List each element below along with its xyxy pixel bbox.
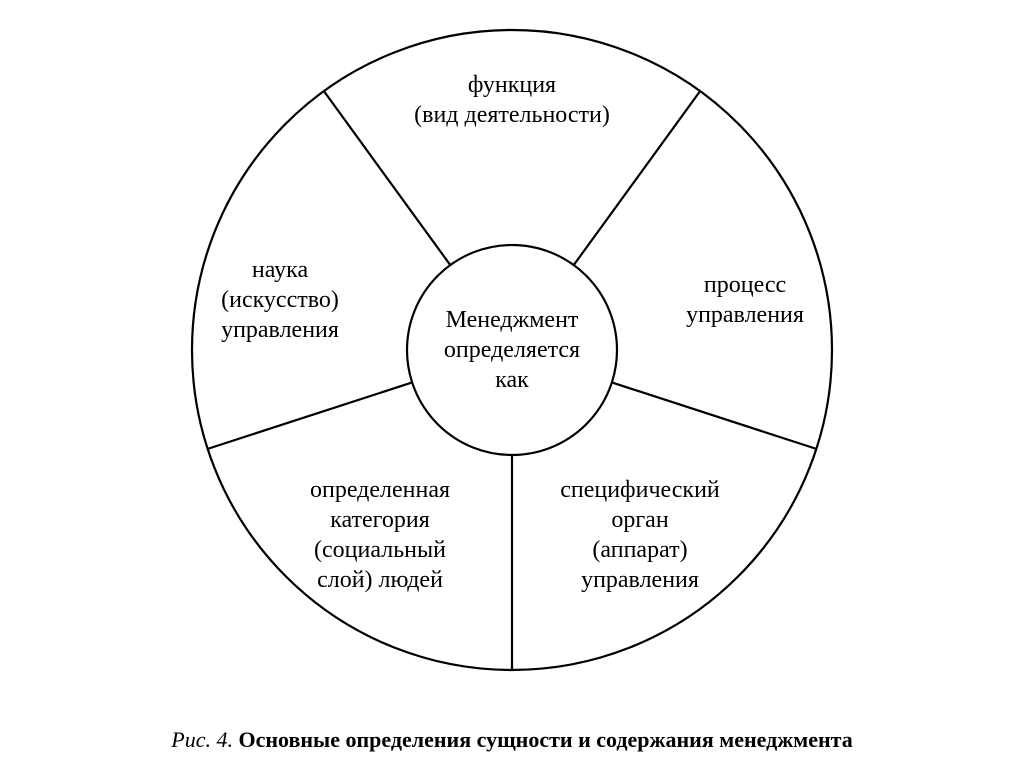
sector-label-0: функция (вид деятельности)	[414, 70, 610, 130]
diagram-stage: Менеджмент определяется как функция (вид…	[0, 0, 1024, 767]
sector-label-4: наука (искусство) управления	[221, 255, 339, 345]
sector-label-1: процесс управления	[686, 270, 804, 330]
caption-title: Основные определения сущности и содержан…	[238, 727, 852, 752]
caption-fig-prefix: Рис. 4.	[171, 727, 233, 752]
center-label: Менеджмент определяется как	[444, 305, 580, 395]
figure-caption: Рис. 4. Основные определения сущности и …	[171, 727, 852, 753]
sector-label-3: определенная категория (социальный слой)…	[310, 475, 450, 595]
sector-label-2: специфический орган (аппарат) управления	[560, 475, 720, 595]
